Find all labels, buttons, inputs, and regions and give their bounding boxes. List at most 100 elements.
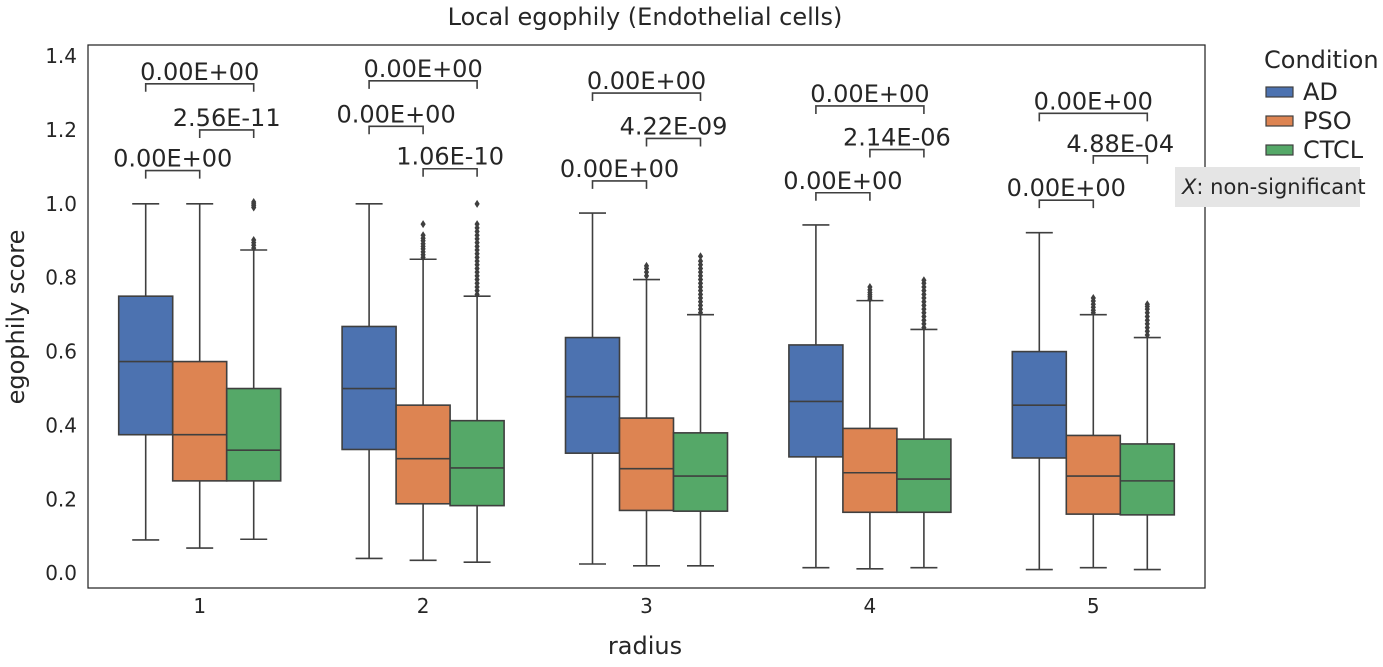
box-pso-radius-1 (171, 203, 228, 549)
bracket-line (591, 92, 702, 102)
bracket-line (422, 167, 478, 177)
legend-label: CTCL (1303, 136, 1364, 164)
plot-area (117, 197, 1176, 571)
box-ad-radius-2 (341, 203, 397, 560)
significance-bracket: 4.88E-04 (1066, 130, 1174, 164)
outlier-point (474, 199, 480, 208)
box-body (1119, 443, 1176, 516)
bracket-line (815, 191, 871, 201)
y-tick-label: 0.4 (45, 413, 77, 437)
outlier-point (1090, 294, 1096, 303)
x-tick-label: 1 (193, 594, 206, 618)
outlier-point (1144, 300, 1150, 309)
x-axis: 1 2 3 4 5 (193, 594, 1099, 618)
outlier-point (921, 276, 927, 285)
significance-annotations: 0.00E+00 2.56E-11 0.00E+00 0.00E+00 0.00E+00… (113, 55, 1174, 209)
box-body (896, 438, 952, 514)
significance-bracket: 4.22E-09 (620, 112, 727, 147)
bracket-line (591, 180, 648, 189)
p-value-label: 0.00E+00 (560, 155, 679, 183)
bracket-line (645, 137, 702, 147)
outlier-point (697, 252, 704, 261)
note-box (1175, 167, 1360, 207)
box-ctcl-radius-3 (672, 252, 729, 567)
x-axis-label: radius (608, 632, 682, 660)
box-pso-radius-4 (842, 282, 898, 570)
plot-frame (87, 44, 1206, 589)
bracket-line (144, 169, 201, 179)
chart-title: Local egophily (Endothelial cells) (448, 3, 843, 31)
box-ad-radius-5 (1011, 231, 1068, 571)
p-value-label: 0.00E+00 (336, 100, 455, 128)
box-ctcl-radius-1 (225, 197, 282, 541)
outlier-point (643, 261, 650, 270)
y-tick-label: 0.0 (45, 561, 77, 585)
outlier-point (697, 257, 704, 266)
bracket-line (815, 105, 925, 114)
legend-swatch (1265, 115, 1294, 127)
bracket-line (869, 148, 925, 158)
box-pso-radius-2 (395, 220, 451, 562)
note-symbol: X (1181, 175, 1197, 199)
box-ad-radius-4 (788, 224, 844, 569)
legend-entry-ctcl: CTCL (1265, 136, 1364, 164)
p-value-label: 0.00E+00 (140, 58, 259, 86)
outlier-point (474, 220, 480, 229)
legend-label: PSO (1303, 107, 1352, 135)
significance-bracket: 0.00E+00 (560, 155, 679, 189)
p-value-label: 2.56E-11 (173, 104, 281, 132)
significance-bracket: 0.00E+00 (587, 67, 706, 102)
x-tick-label: 2 (417, 594, 430, 618)
p-value-label: 0.00E+00 (363, 55, 482, 83)
y-tick-label: 1.0 (45, 192, 77, 216)
bracket-line (368, 80, 478, 89)
bracket-line (1092, 155, 1149, 164)
box-body (672, 432, 729, 512)
box-body (225, 387, 282, 482)
box-body (171, 360, 228, 482)
bracket-line (1038, 199, 1095, 209)
bracket-line (1038, 112, 1149, 122)
bracket-line (198, 129, 255, 138)
box-ctcl-radius-4 (896, 276, 952, 569)
legend-entry-pso: PSO (1265, 107, 1352, 135)
significance-bracket: 0.00E+00 (810, 80, 930, 114)
note-label: non-significant (1210, 175, 1365, 199)
y-tick-label: 1.4 (45, 44, 77, 68)
p-value-label: 0.00E+00 (113, 145, 232, 173)
box-body (1065, 434, 1122, 515)
legend-swatch (1265, 86, 1294, 98)
legend-title: Condition (1264, 46, 1379, 74)
box-body (449, 419, 505, 507)
y-axis-label: egophily score (2, 230, 30, 405)
significance-bracket: 0.00E+00 (363, 55, 483, 89)
significance-bracket: 0.00E+00 (140, 58, 259, 92)
y-tick-label: 0.2 (45, 487, 77, 511)
box-body (564, 336, 621, 454)
p-value-label: 2.14E-06 (843, 124, 951, 152)
p-value-label: 1.06E-10 (396, 143, 504, 171)
box-ctcl-radius-5 (1119, 300, 1176, 571)
p-value-label: 0.00E+00 (810, 80, 929, 108)
note-text: X: non-significant (1181, 175, 1366, 199)
p-value-label: 0.00E+00 (1034, 87, 1153, 115)
y-tick-label: 0.8 (45, 266, 77, 290)
outlier-point (867, 282, 873, 291)
significance-bracket: 0.00E+00 (1034, 87, 1153, 122)
outlier-point (251, 197, 257, 206)
outlier-point (420, 220, 426, 229)
box-ad-radius-1 (117, 203, 174, 541)
y-tick-label: 1.2 (45, 118, 77, 142)
y-tick-label: 0.6 (45, 340, 77, 364)
y-axis: 0.0 0.2 0.4 0.6 0.8 1.0 1.2 1.4 (45, 44, 77, 585)
bracket-line (368, 125, 424, 135)
box-pso-radius-5 (1065, 294, 1122, 569)
x-tick-label: 4 (864, 594, 877, 618)
box-body (618, 417, 675, 512)
legend-label: AD (1303, 78, 1338, 106)
significance-bracket: 0.00E+00 (1007, 174, 1126, 209)
x-tick-label: 5 (1087, 594, 1100, 618)
box-body (395, 404, 451, 505)
